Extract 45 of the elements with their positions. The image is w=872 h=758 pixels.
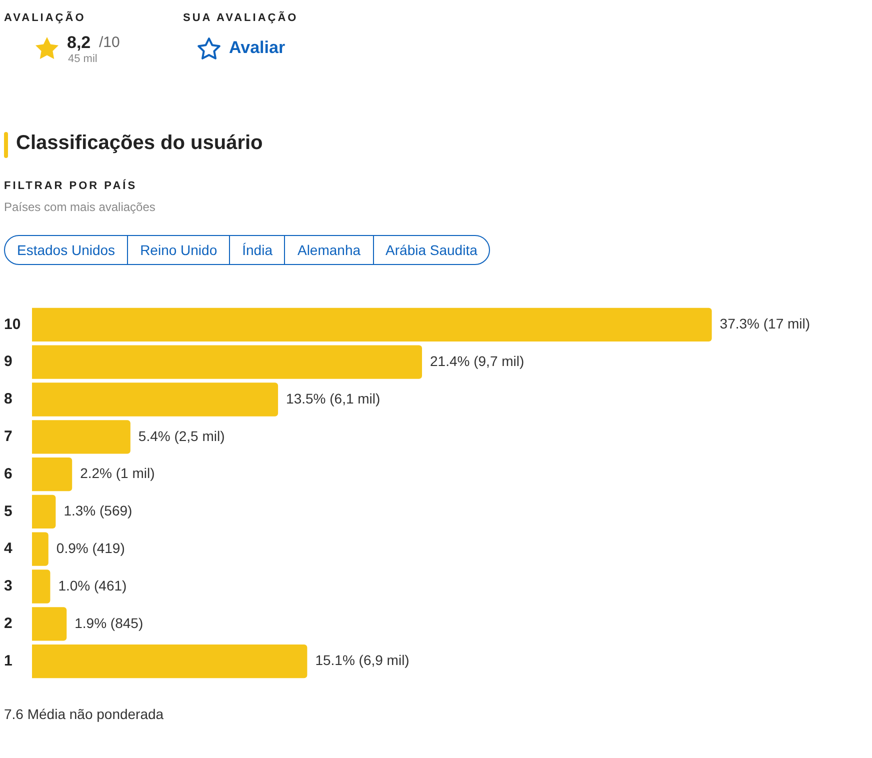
text: /10 (99, 34, 120, 51)
bar (32, 382, 278, 416)
data-label: 37.3% (17 mil) (720, 316, 810, 332)
text: 8,2 (67, 33, 91, 53)
y-tick-label: 1 (4, 652, 12, 670)
text: Países com mais avaliações (4, 200, 156, 214)
y-tick-label: 3 (4, 578, 12, 595)
chart-title: Classificações do usuário (16, 132, 263, 155)
text: FILTRAR POR PAÍS (4, 180, 138, 192)
text: Reino Unido (127, 236, 230, 264)
bar (32, 457, 72, 492)
y-tick-label: 8 (4, 390, 12, 408)
data-label: 1.0% (461) (58, 577, 127, 594)
text: AVALIAÇÃO (4, 12, 86, 24)
data-label: 1.3% (569) (64, 502, 132, 519)
bar (32, 644, 308, 678)
data-label: 5.4% (2,5 mil) (138, 428, 225, 444)
y-tick-label: 10 (4, 316, 21, 333)
text: Estados Unidos (16, 241, 116, 260)
bar (32, 494, 56, 529)
data-label: 0.9% (419) (56, 540, 125, 556)
bar (32, 345, 422, 379)
bar (32, 570, 50, 604)
bar (32, 607, 67, 641)
bar (32, 532, 48, 566)
text: Índia (229, 236, 284, 264)
y-tick-label: 9 (4, 353, 12, 370)
y-tick-label: 7 (4, 428, 12, 446)
y-tick-label: 5 (4, 502, 12, 520)
data-label: 2.2% (1 mil) (80, 465, 155, 482)
text: Alemanha (284, 236, 373, 264)
text: Arábia Saudita (372, 236, 490, 264)
data-label: 15.1% (6,9 mil) (315, 652, 410, 668)
data-label: 1.9% (845) (74, 614, 144, 631)
y-tick-label: 6 (4, 465, 12, 482)
text: SUA AVALIAÇÃO (183, 12, 298, 24)
data-label: 21.4% (9,7 mil) (430, 352, 524, 369)
y-tick-label: 4 (4, 540, 13, 558)
data-label: 13.5% (6,1 mil) (286, 390, 380, 406)
text: 45 mil (68, 53, 98, 65)
text: 7.6 Média não ponderada (4, 706, 164, 722)
bar (32, 420, 130, 454)
bar (32, 308, 712, 342)
y-tick-label: 2 (4, 615, 12, 632)
text: Avaliar (229, 38, 286, 58)
